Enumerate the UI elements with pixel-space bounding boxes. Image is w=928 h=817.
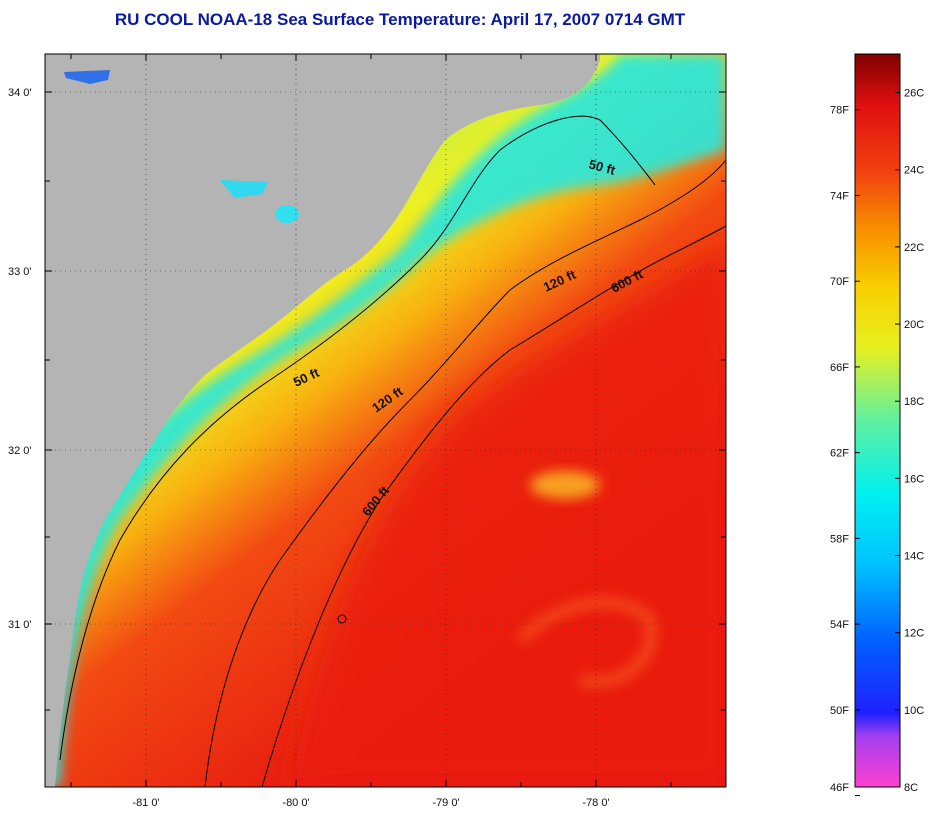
lat-label: 32 0' bbox=[8, 445, 32, 457]
contour-120ft bbox=[204, 159, 726, 787]
colorbar-c-label: 12C bbox=[904, 628, 924, 640]
contour-label: 50 ft bbox=[587, 156, 617, 178]
colorbar-c-label: 18C bbox=[904, 396, 924, 408]
colorbar-f-label: 50F bbox=[830, 705, 849, 717]
sst-plot-area: 50 ft 50 ft 120 ft 120 ft 600 ft 600 ft bbox=[45, 54, 726, 787]
colorbar-f-label: 46F bbox=[830, 782, 849, 794]
colorbar-c-label: 26C bbox=[904, 88, 924, 100]
colorbar-f-label: 66F bbox=[830, 362, 849, 374]
lat-label: 31 0' bbox=[8, 619, 32, 631]
contour-600ft bbox=[261, 225, 726, 787]
colorbar-c-label: 16C bbox=[904, 473, 924, 485]
colorbar-c-label: 10C bbox=[904, 705, 924, 717]
gulf-stream-core bbox=[290, 242, 726, 787]
contour-50ft bbox=[59, 115, 656, 761]
colorbar-f-label: 74F bbox=[830, 190, 849, 202]
graticule bbox=[45, 54, 726, 787]
colorbar-f-label: 70F bbox=[830, 276, 849, 288]
inland-lake bbox=[275, 205, 299, 223]
eddy-swirl bbox=[515, 596, 658, 688]
plot-frame bbox=[44, 53, 727, 788]
colorbar-f-label: 62F bbox=[830, 448, 849, 460]
contour-circle bbox=[337, 614, 347, 624]
colorbar-c-label: 24C bbox=[904, 165, 924, 177]
lon-label: -79 0' bbox=[432, 797, 459, 809]
colorbar-c-label: 22C bbox=[904, 242, 924, 254]
lat-label: 34 0' bbox=[8, 87, 32, 99]
colorbar-f-label: 54F bbox=[830, 619, 849, 631]
lon-label: -80 0' bbox=[282, 797, 309, 809]
colorbar-f-label: 78F bbox=[830, 105, 849, 117]
colorbar-c-label: 14C bbox=[904, 551, 924, 563]
map-title: RU COOL NOAA-18 Sea Surface Temperature:… bbox=[114, 10, 686, 29]
cold-shelf-water bbox=[45, 54, 726, 787]
land-mass bbox=[45, 54, 600, 787]
colorbar-f-label: 58F bbox=[830, 533, 849, 545]
colorbar-c-label: 8C bbox=[904, 782, 918, 794]
lon-label: -78 0' bbox=[582, 797, 609, 809]
colorbar-c-label: 20C bbox=[904, 319, 924, 331]
inland-lake bbox=[64, 70, 110, 84]
lon-label: -81 0' bbox=[132, 797, 159, 809]
lat-label: 33 0' bbox=[8, 266, 32, 278]
warm-eddy bbox=[530, 471, 600, 499]
inland-lake bbox=[220, 180, 268, 198]
colorbar-gradient bbox=[854, 53, 901, 788]
axis-ticks bbox=[45, 54, 726, 787]
colorbar: 78F 74F 70F 66F 62F 58F 54F 50F 46F 26C 24C 22C 20C… bbox=[830, 53, 924, 797]
